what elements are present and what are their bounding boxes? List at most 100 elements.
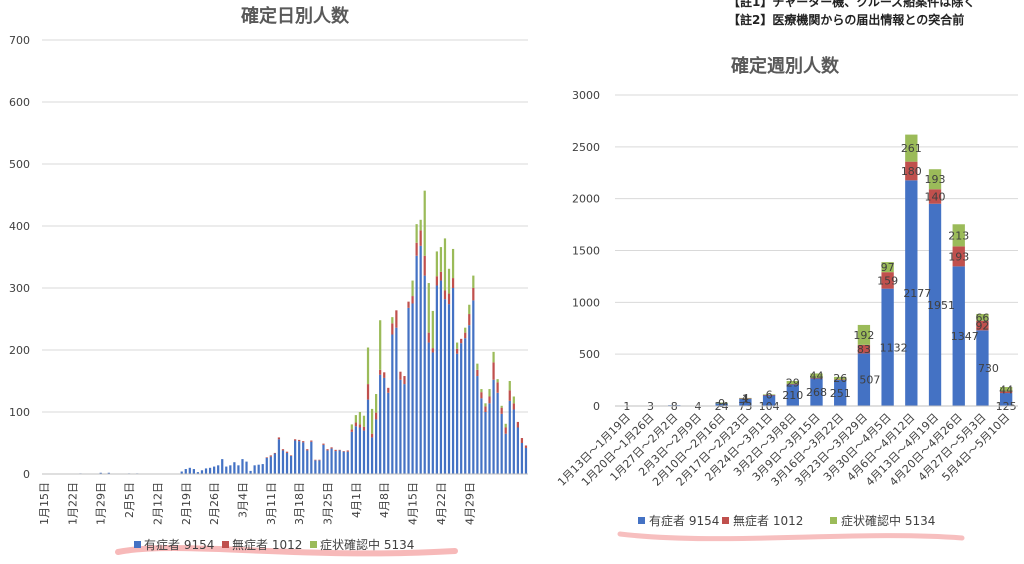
weekly-data-label: 193 xyxy=(925,173,946,186)
daily-bar-symptomatic xyxy=(354,426,357,474)
weekly-bar-symptomatic xyxy=(834,379,847,406)
daily-bar-symptomatic xyxy=(346,451,349,474)
weekly-bar-asymptomatic xyxy=(928,189,942,204)
daily-bar-symptomatic xyxy=(233,462,236,474)
weekly-bar-symptomatic xyxy=(976,330,989,406)
daily-bar-symptomatic xyxy=(395,327,398,474)
daily-bar-symptomatic xyxy=(342,451,345,474)
daily-bar-symptomatic xyxy=(326,450,329,474)
daily-bar-symptomatic xyxy=(273,453,276,474)
daily-bar-checking xyxy=(500,405,503,408)
weekly-chart-title: 確定週別人数 xyxy=(731,55,840,77)
daily-bar-asymptomatic xyxy=(500,407,503,414)
daily-bar-checking xyxy=(415,224,418,243)
daily-bar-asymptomatic xyxy=(508,390,511,401)
daily-x-tick-label: 4月22日 xyxy=(435,482,448,525)
weekly-data-label: 180 xyxy=(901,165,922,178)
weekly-bar-checking xyxy=(976,313,989,321)
daily-bar-asymptomatic xyxy=(314,459,317,461)
daily-bar-symptomatic xyxy=(512,409,515,474)
daily-bar-symptomatic xyxy=(443,299,447,474)
daily-bar-symptomatic xyxy=(229,465,232,474)
daily-bar-symptomatic xyxy=(524,447,528,474)
daily-bar-symptomatic xyxy=(500,413,503,474)
daily-bar-asymptomatic xyxy=(391,323,394,335)
daily-bar-asymptomatic xyxy=(516,421,519,428)
daily-bar-checking xyxy=(431,310,434,349)
daily-legend-highlight xyxy=(115,545,458,557)
daily-legend-swatch xyxy=(310,541,317,548)
daily-legend-swatch xyxy=(222,541,229,548)
daily-bar-symptomatic xyxy=(184,469,187,474)
daily-bar-symptomatic xyxy=(383,377,386,474)
daily-y-tick-label: 400 xyxy=(9,220,30,233)
daily-bar-checking xyxy=(375,394,378,413)
daily-bar-symptomatic xyxy=(391,334,394,474)
weekly-bar-checking xyxy=(834,376,847,380)
daily-bar-symptomatic xyxy=(200,470,204,474)
daily-bar-symptomatic xyxy=(265,457,268,474)
daily-bar-symptomatic xyxy=(221,459,224,474)
daily-bar-asymptomatic xyxy=(480,392,483,399)
weekly-bar-asymptomatic xyxy=(786,384,799,385)
daily-bar-asymptomatic xyxy=(383,372,386,378)
weekly-data-label: 92 xyxy=(975,320,989,333)
daily-bar-symptomatic xyxy=(285,452,289,474)
daily-bar-symptomatic xyxy=(314,460,317,474)
daily-bar-asymptomatic xyxy=(451,278,455,288)
daily-bar-checking xyxy=(427,283,430,333)
daily-bar-asymptomatic xyxy=(354,422,357,427)
daily-bar-asymptomatic xyxy=(435,276,438,286)
daily-bar-symptomatic xyxy=(480,398,483,474)
daily-bar-checking xyxy=(488,389,491,397)
daily-x-tick-label: 4月8日 xyxy=(378,482,391,518)
daily-bar-checking xyxy=(354,415,357,423)
daily-bar-asymptomatic xyxy=(281,449,285,451)
daily-bar-asymptomatic xyxy=(456,348,459,354)
daily-bar-asymptomatic xyxy=(342,451,345,452)
weekly-data-label: 507 xyxy=(859,374,880,387)
daily-bar-asymptomatic xyxy=(387,387,390,393)
daily-x-tick-label: 3月11日 xyxy=(265,482,278,525)
daily-bar-symptomatic xyxy=(399,379,402,474)
daily-x-tick-label: 2月26日 xyxy=(208,482,221,525)
daily-bar-symptomatic xyxy=(249,470,252,474)
weekly-y-tick-label: 2000 xyxy=(572,193,600,206)
weekly-x-axis: 1月13日～1月19日1月20日～1月26日1月27日～2月2日2月3日～2月9… xyxy=(555,405,1018,489)
daily-bar-symptomatic xyxy=(504,433,507,474)
daily-bar-asymptomatic xyxy=(415,242,418,256)
daily-bar-asymptomatic xyxy=(484,406,487,412)
weekly-data-label: 730 xyxy=(978,362,999,375)
daily-bar-checking xyxy=(419,219,422,231)
weekly-bar-symptomatic xyxy=(810,378,823,406)
daily-bar-symptomatic xyxy=(269,456,272,474)
daily-x-tick-label: 2月19日 xyxy=(180,482,193,525)
weekly-data-label: 192 xyxy=(853,329,874,342)
daily-bar-asymptomatic xyxy=(322,443,325,445)
weekly-data-label: 1 xyxy=(742,392,749,405)
weekly-data-label: 83 xyxy=(857,343,871,356)
weekly-bar-checking xyxy=(739,397,752,399)
daily-bar-symptomatic xyxy=(431,352,434,474)
weekly-data-label: 44 xyxy=(999,383,1013,396)
weekly-y-tick-label: 0 xyxy=(593,400,600,413)
daily-bar-symptomatic xyxy=(217,465,220,474)
weekly-bar-asymptomatic xyxy=(952,246,965,267)
daily-bar-symptomatic xyxy=(277,439,281,474)
daily-bar-asymptomatic xyxy=(488,396,491,404)
weekly-data-label: 26 xyxy=(833,372,847,385)
weekly-bar-asymptomatic xyxy=(905,161,918,181)
daily-bar-asymptomatic xyxy=(512,403,515,410)
daily-bar-symptomatic xyxy=(439,280,443,474)
daily-bar-asymptomatic xyxy=(395,310,398,328)
weekly-bar-checking xyxy=(928,169,942,190)
daily-bar-symptomatic xyxy=(241,459,244,474)
daily-legend-label: 無症者 1012 xyxy=(232,537,302,552)
daily-bar-symptomatic xyxy=(492,379,495,474)
weekly-bar-asymptomatic xyxy=(834,379,847,381)
daily-bar-symptomatic xyxy=(237,465,240,474)
daily-bar-asymptomatic xyxy=(362,426,366,431)
daily-bar-symptomatic xyxy=(350,431,353,474)
daily-bar-checking xyxy=(423,190,426,256)
weekly-bar-symptomatic xyxy=(762,395,776,406)
